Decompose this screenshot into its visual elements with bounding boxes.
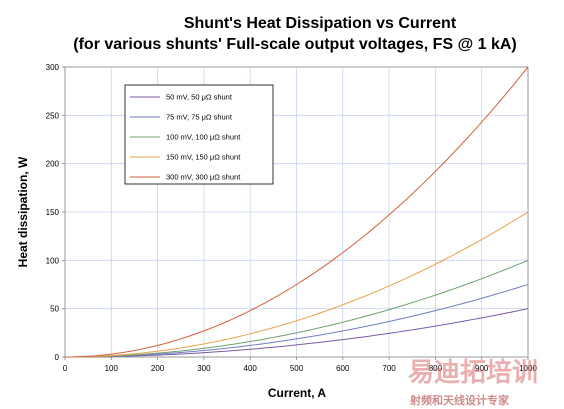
y-tick-label: 0 bbox=[55, 353, 60, 362]
x-tick-label: 800 bbox=[429, 364, 443, 373]
x-tick-label: 500 bbox=[290, 364, 304, 373]
watermark: 易迪拓培训 射频和天线设计专家 bbox=[408, 358, 538, 407]
series-line-1 bbox=[65, 308, 529, 358]
x-tick-label: 300 bbox=[197, 364, 211, 373]
watermark-sub: 射频和天线设计专家 bbox=[409, 393, 510, 407]
y-tick-label: 200 bbox=[46, 160, 60, 169]
series-line-2 bbox=[64, 284, 529, 358]
chart-title: Shunt's Heat Dissipation vs Current bbox=[184, 15, 457, 32]
legend: 50 mV, 50 μΩ shunt 75 mV, 75 μΩ shunt 100 … bbox=[124, 84, 274, 185]
legend-label-1: 50 mV, 50 μΩ shunt bbox=[166, 93, 233, 102]
x-tick-label: 0 bbox=[63, 364, 68, 373]
x-tick-label: 700 bbox=[382, 364, 396, 373]
x-axis-ticks: 0 100 200 300 400 500 600 700 800 900 1000 bbox=[63, 357, 537, 373]
y-axis-ticks: 0 50 100 150 200 250 300 bbox=[46, 63, 65, 362]
y-tick-label: 250 bbox=[46, 111, 60, 120]
series-line-3 bbox=[64, 259, 529, 358]
y-axis-label: Heat dissipation, W bbox=[16, 156, 30, 267]
legend-label-3: 100 mV, 100 μΩ shunt bbox=[166, 133, 241, 142]
x-axis-label: Current, A bbox=[268, 386, 327, 400]
legend-label-2: 75 mV, 75 μΩ shunt bbox=[166, 113, 233, 122]
x-tick-label: 1000 bbox=[519, 364, 537, 373]
watermark-main: 易迪拓培训 bbox=[408, 358, 538, 388]
x-tick-label: 600 bbox=[336, 364, 350, 373]
y-tick-label: 150 bbox=[46, 208, 60, 217]
x-tick-label: 900 bbox=[475, 364, 489, 373]
legend-box bbox=[124, 84, 274, 185]
series-line-4 bbox=[64, 211, 529, 358]
series-lines bbox=[64, 66, 529, 358]
legend-label-4: 150 mV, 150 μΩ shunt bbox=[166, 153, 241, 162]
x-tick-label: 100 bbox=[105, 364, 119, 373]
series-line-5 bbox=[64, 66, 529, 358]
y-tick-label: 100 bbox=[46, 256, 60, 265]
x-tick-label: 400 bbox=[244, 364, 258, 373]
chart-subtitle: (for various shunts' Full-scale output v… bbox=[73, 36, 516, 53]
legend-label-5: 300 mV, 300 μΩ shunt bbox=[166, 173, 241, 182]
y-tick-label: 300 bbox=[46, 63, 60, 72]
x-tick-label: 200 bbox=[151, 364, 165, 373]
y-tick-label: 50 bbox=[50, 305, 59, 314]
